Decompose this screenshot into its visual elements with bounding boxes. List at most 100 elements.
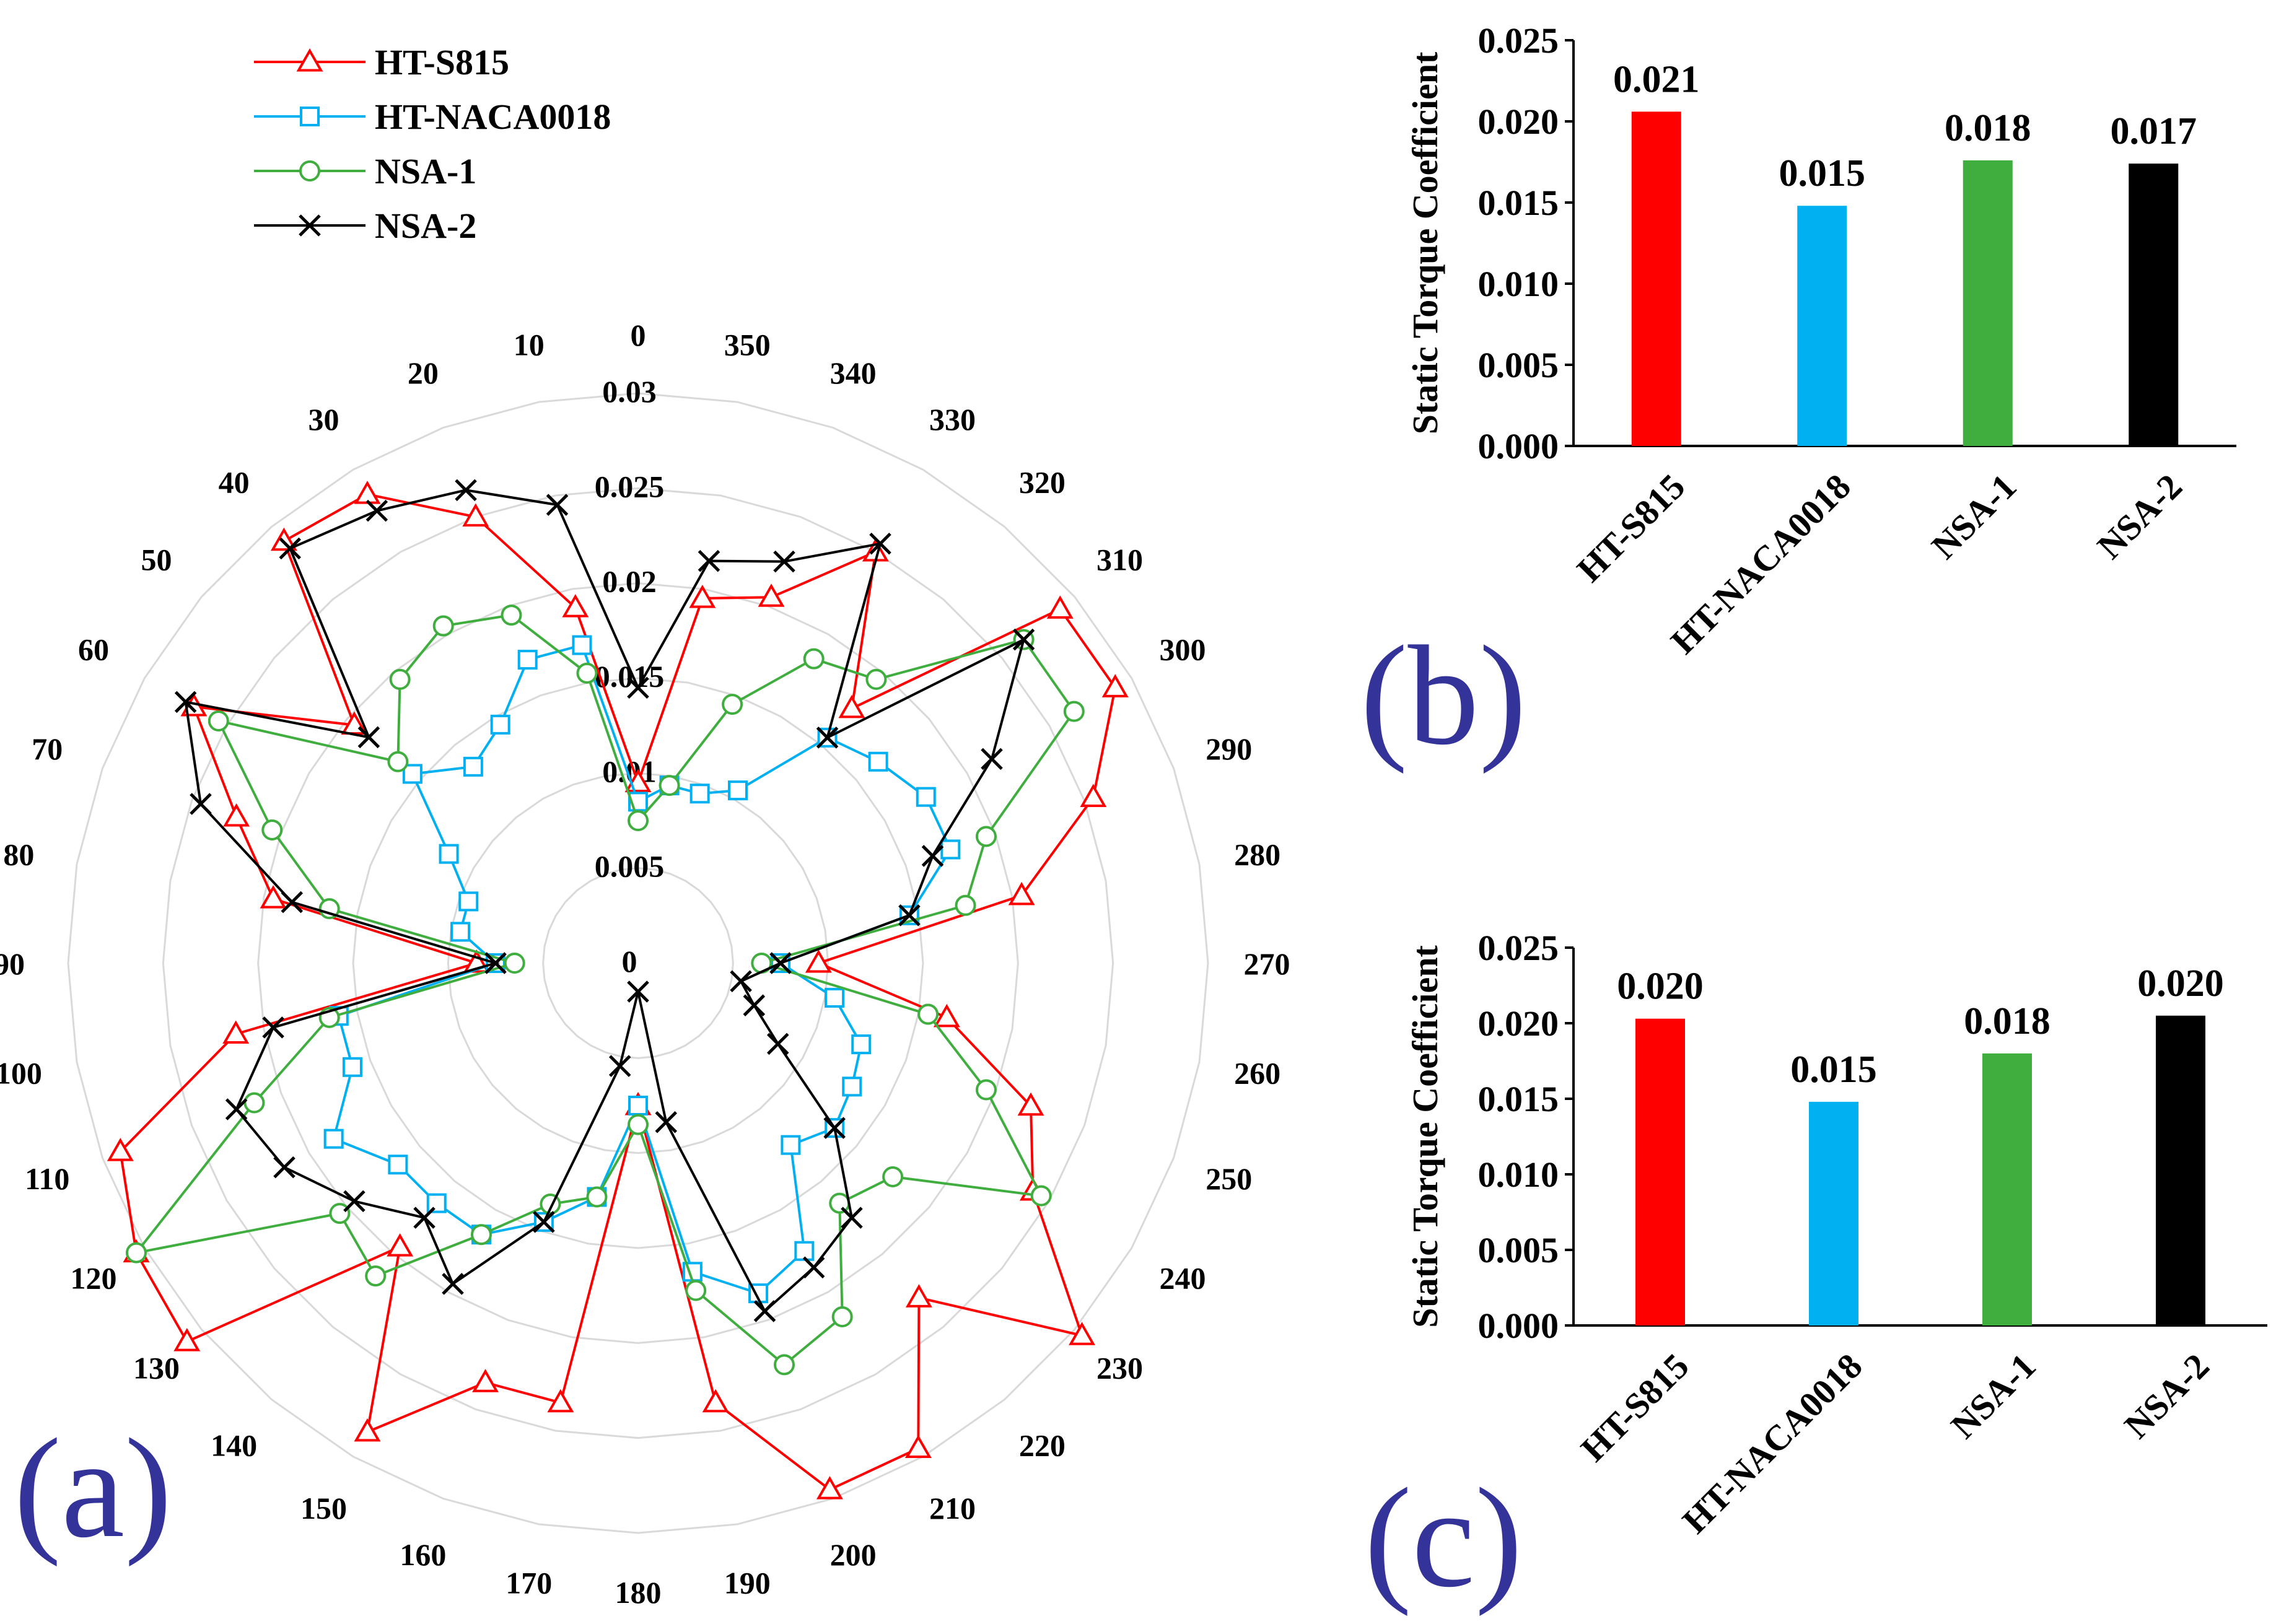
data-point-ht-s815-320 (838, 694, 865, 718)
data-point-nsa-2-230 (823, 1117, 846, 1139)
radar-grid-ring (542, 867, 734, 1059)
data-point-nsa-1-320 (865, 668, 887, 690)
data-point-nsa-1-210 (831, 1306, 853, 1327)
data-point-nsa-2-320 (816, 727, 839, 749)
angle-label-180: 180 (615, 1575, 662, 1610)
data-point-nsa-2-310 (1012, 628, 1035, 651)
data-point-nsa-1-340 (722, 694, 743, 715)
data-point-nsa-2-50 (357, 726, 380, 749)
bar-ht-s815 (1635, 1018, 1685, 1325)
data-point-ht-s815-280 (1008, 881, 1035, 906)
legend-label: NSA-1 (375, 151, 476, 191)
data-point-ht-s815-300 (1101, 674, 1129, 697)
angle-label-120: 120 (70, 1261, 116, 1296)
data-point-nsa-1-330 (803, 648, 825, 670)
data-point-nsa-1-0 (628, 810, 649, 831)
data-point-nsa-1-20 (501, 605, 522, 626)
data-point-nsa-2-200 (753, 1300, 776, 1322)
data-label-ht-naca0018: 0.015 (1779, 152, 1866, 194)
angle-label-20: 20 (408, 356, 439, 390)
legend-label: HT-S815 (375, 42, 509, 82)
category-label-ht-s815: HT-S815 (1569, 466, 1692, 590)
data-point-nsa-2-190 (655, 1111, 678, 1133)
y-tick-label: 0.025 (1478, 20, 1559, 61)
data-point-nsa-2-10 (546, 494, 569, 516)
data-point-nsa-2-240 (766, 1032, 789, 1055)
series-line-ht-naca0018 (332, 644, 952, 1295)
bar-nsa-2 (2156, 1015, 2205, 1325)
bar-group-ht-s815: 0.020 HT-S815 (1573, 966, 1704, 1469)
data-point-ht-s815-270 (805, 949, 832, 973)
axes: 0.000 0.005 0.010 0.015 0.020 0.025 Static Tor… (1405, 928, 2267, 1346)
data-point-nsa-1-190 (685, 1280, 707, 1301)
data-point-nsa-2-300 (981, 748, 1003, 771)
data-point-nsa-1-30 (432, 615, 454, 637)
bar-group-nsa-1: 0.018 NSA-1 (1924, 107, 2031, 567)
bar-nsa-1 (1963, 160, 2013, 446)
bar-chart-b: 0.000 0.005 0.010 0.015 0.020 0.025 Static Tor… (1405, 20, 2236, 661)
data-point-ht-s815-250 (1017, 1092, 1044, 1116)
data-point-ht-naca0018-10 (572, 635, 592, 655)
axes: 0.000 0.005 0.010 0.015 0.020 0.025 Static Tor… (1405, 20, 2236, 466)
data-point-ht-naca0018-210 (794, 1241, 815, 1261)
data-point-ht-s815-350 (689, 585, 716, 608)
y-tick-label: 0.015 (1478, 183, 1559, 223)
data-point-nsa-2-80 (281, 891, 304, 914)
data-point-nsa-2-30 (365, 499, 388, 522)
data-point-nsa-1-290 (975, 826, 997, 847)
panel-label-a: (a) (14, 1409, 172, 1567)
category-label-nsa-1: NSA-1 (1924, 466, 2024, 567)
data-point-nsa-2-60 (174, 691, 197, 714)
y-tick-label: 0.025 (1478, 928, 1559, 968)
angle-label-300: 300 (1160, 632, 1206, 667)
series-nsa-1 (125, 605, 1085, 1376)
legend-item-ht-s815: HT-S815 (254, 42, 509, 82)
data-point-nsa-1-10 (576, 662, 598, 684)
angle-label-160: 160 (400, 1537, 446, 1572)
category-label-nsa-2: NSA-2 (2090, 466, 2190, 567)
angle-label-110: 110 (25, 1161, 69, 1196)
radar-grid-ring (447, 772, 829, 1155)
y-tick-label: 0.020 (1478, 1003, 1559, 1044)
data-point-nsa-2-270 (769, 952, 792, 974)
data-point-nsa-1-140 (365, 1265, 387, 1287)
data-point-ht-s815-160 (472, 1369, 499, 1392)
data-point-nsa-1-50 (387, 751, 409, 772)
data-point-ht-naca0018-140 (426, 1193, 447, 1213)
data-point-nsa-2-280 (898, 904, 921, 927)
angle-label-80: 80 (3, 837, 34, 872)
bar-group-nsa-2: 0.017 NSA-2 (2090, 110, 2197, 567)
data-point-nsa-2-210 (802, 1256, 825, 1279)
bar-ht-naca0018 (1797, 206, 1847, 446)
bar-ht-naca0018 (1809, 1101, 1858, 1325)
data-point-ht-naca0018-260 (825, 987, 845, 1008)
data-point-nsa-1-80 (318, 898, 340, 920)
data-point-ht-s815-230 (1069, 1322, 1095, 1345)
data-point-nsa-1-110 (243, 1092, 265, 1114)
bar-chart-c: 0.000 0.005 0.010 0.015 0.020 0.025 Static Tor… (1405, 928, 2267, 1541)
angle-label-290: 290 (1206, 731, 1252, 766)
data-point-ht-s815-80 (260, 885, 287, 909)
data-point-nsa-1-260 (917, 1003, 939, 1025)
data-point-ht-naca0018-310 (868, 751, 888, 772)
radar-grid-ring (67, 392, 1209, 1534)
data-point-nsa-1-170 (586, 1186, 608, 1208)
bar-nsa-2 (2129, 164, 2179, 446)
data-point-ht-naca0018-130 (388, 1155, 408, 1175)
angle-label-270: 270 (1244, 946, 1290, 981)
data-point-nsa-2-180 (627, 980, 649, 1003)
angle-label-60: 60 (78, 632, 109, 667)
data-point-ht-s815-220 (905, 1284, 932, 1307)
data-point-nsa-2-70 (190, 793, 212, 815)
legend-item-ht-naca0018: HT-NACA0018 (254, 97, 611, 137)
angle-label-260: 260 (1234, 1055, 1280, 1090)
bar-nsa-1 (1982, 1053, 2032, 1325)
data-label-ht-s815: 0.020 (1617, 966, 1704, 1008)
angle-label-220: 220 (1019, 1428, 1066, 1463)
data-point-ht-s815-340 (758, 583, 785, 607)
y-axis-label: Static Torque Coefficient (1405, 51, 1445, 434)
data-point-nsa-1-250 (975, 1079, 997, 1101)
data-point-nsa-1-70 (261, 819, 283, 840)
